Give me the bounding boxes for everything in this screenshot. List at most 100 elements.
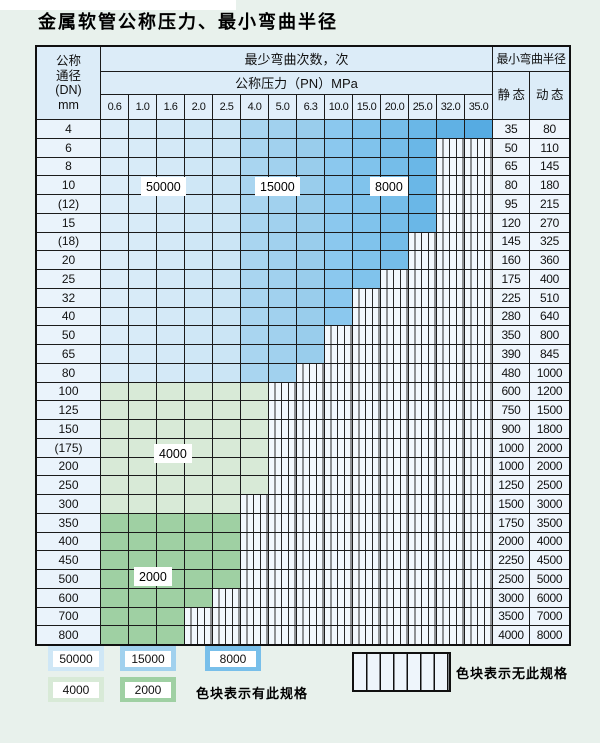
no-spec-cell bbox=[297, 438, 324, 457]
spec-cell bbox=[157, 307, 184, 326]
scan-artifact-strip bbox=[0, 0, 236, 10]
spec-cell bbox=[241, 307, 268, 326]
spec-cell bbox=[185, 120, 212, 138]
no-spec-cell bbox=[325, 476, 352, 494]
dn-cell: 65 bbox=[37, 345, 100, 363]
spec-cell bbox=[325, 307, 352, 326]
spec-cell bbox=[213, 232, 240, 251]
no-spec-cell bbox=[269, 626, 296, 644]
pressure-col-header: 1.6 bbox=[157, 95, 184, 119]
no-spec-cell bbox=[353, 476, 380, 494]
spec-cell bbox=[325, 176, 352, 194]
static-radius-cell: 160 bbox=[493, 251, 529, 269]
spec-cell bbox=[129, 532, 156, 551]
no-spec-cell bbox=[381, 607, 408, 626]
no-spec-cell bbox=[465, 288, 492, 307]
spec-cell bbox=[241, 345, 268, 363]
no-spec-cell bbox=[269, 420, 296, 438]
no-spec-cell bbox=[465, 438, 492, 457]
spec-cell bbox=[213, 251, 240, 269]
no-spec-cell bbox=[297, 607, 324, 626]
spec-cell bbox=[353, 120, 380, 138]
dn-cell: 32 bbox=[37, 288, 100, 307]
legend-chip: 4000 bbox=[48, 677, 104, 702]
spec-cell bbox=[269, 195, 296, 213]
dn-header-line: 公称 bbox=[55, 54, 81, 68]
no-spec-cell bbox=[353, 570, 380, 588]
no-spec-cell bbox=[353, 438, 380, 457]
spec-cell bbox=[185, 326, 212, 344]
no-spec-cell bbox=[465, 270, 492, 288]
spec-cell bbox=[325, 288, 352, 307]
spec-cell bbox=[269, 270, 296, 288]
no-spec-cell bbox=[381, 551, 408, 569]
spec-cell bbox=[101, 307, 128, 326]
spec-cell bbox=[297, 270, 324, 288]
legend-chip: 2000 bbox=[120, 677, 176, 702]
spec-cell bbox=[381, 157, 408, 176]
no-spec-cell bbox=[465, 176, 492, 194]
no-spec-cell bbox=[381, 513, 408, 532]
spec-cell bbox=[269, 213, 296, 232]
spec-cell bbox=[101, 513, 128, 532]
static-radius-cell: 35 bbox=[493, 120, 529, 138]
no-spec-cell bbox=[297, 420, 324, 438]
no-spec-cell bbox=[381, 588, 408, 607]
dynamic-radius-cell: 360 bbox=[530, 251, 569, 269]
spec-cell bbox=[101, 382, 128, 401]
spec-cell bbox=[101, 438, 128, 457]
spec-cell bbox=[185, 420, 212, 438]
no-spec-cell bbox=[465, 326, 492, 344]
dynamic-radius-cell: 400 bbox=[530, 270, 569, 288]
no-spec-cell bbox=[409, 626, 436, 644]
static-radius-cell: 350 bbox=[493, 326, 529, 344]
dynamic-radius-header: 动 态 bbox=[530, 72, 569, 119]
spec-cell bbox=[129, 588, 156, 607]
spec-cell bbox=[129, 607, 156, 626]
pressure-col-header: 2.0 bbox=[185, 95, 212, 119]
cycle-count-label: 8000 bbox=[370, 177, 408, 196]
spec-cell bbox=[325, 138, 352, 157]
spec-cell bbox=[297, 176, 324, 194]
dynamic-radius-cell: 110 bbox=[530, 138, 569, 157]
no-spec-cell bbox=[437, 495, 464, 513]
no-spec-cell bbox=[185, 626, 212, 644]
spec-cell bbox=[101, 213, 128, 232]
static-radius-cell: 120 bbox=[493, 213, 529, 232]
spec-cell bbox=[325, 157, 352, 176]
spec-cell bbox=[185, 532, 212, 551]
no-spec-cell bbox=[409, 401, 436, 419]
spec-cell bbox=[213, 307, 240, 326]
no-spec-cell bbox=[241, 607, 268, 626]
spec-cell bbox=[101, 120, 128, 138]
no-spec-cell bbox=[241, 513, 268, 532]
spec-cell bbox=[241, 120, 268, 138]
no-spec-cell bbox=[381, 626, 408, 644]
no-spec-cell bbox=[465, 232, 492, 251]
no-spec-cell bbox=[465, 495, 492, 513]
static-radius-cell: 480 bbox=[493, 363, 529, 382]
no-spec-cell bbox=[437, 513, 464, 532]
spec-cell bbox=[241, 382, 268, 401]
spec-cell bbox=[129, 120, 156, 138]
no-spec-cell bbox=[409, 232, 436, 251]
spec-cell bbox=[101, 326, 128, 344]
spec-cell bbox=[129, 438, 156, 457]
spec-cell bbox=[213, 420, 240, 438]
dynamic-radius-cell: 1000 bbox=[530, 363, 569, 382]
no-spec-cell bbox=[381, 532, 408, 551]
no-spec-cell bbox=[325, 363, 352, 382]
dynamic-radius-cell: 2000 bbox=[530, 457, 569, 476]
dynamic-radius-cell: 510 bbox=[530, 288, 569, 307]
static-radius-cell: 4000 bbox=[493, 626, 529, 644]
spec-cell bbox=[157, 626, 184, 644]
dynamic-radius-cell: 270 bbox=[530, 213, 569, 232]
spec-cell bbox=[297, 307, 324, 326]
spec-cell bbox=[185, 232, 212, 251]
spec-cell bbox=[297, 326, 324, 344]
no-spec-cell bbox=[437, 382, 464, 401]
no-spec-cell bbox=[325, 607, 352, 626]
legend-chip-label: 8000 bbox=[210, 650, 256, 667]
spec-cell bbox=[381, 232, 408, 251]
no-spec-cell bbox=[465, 513, 492, 532]
